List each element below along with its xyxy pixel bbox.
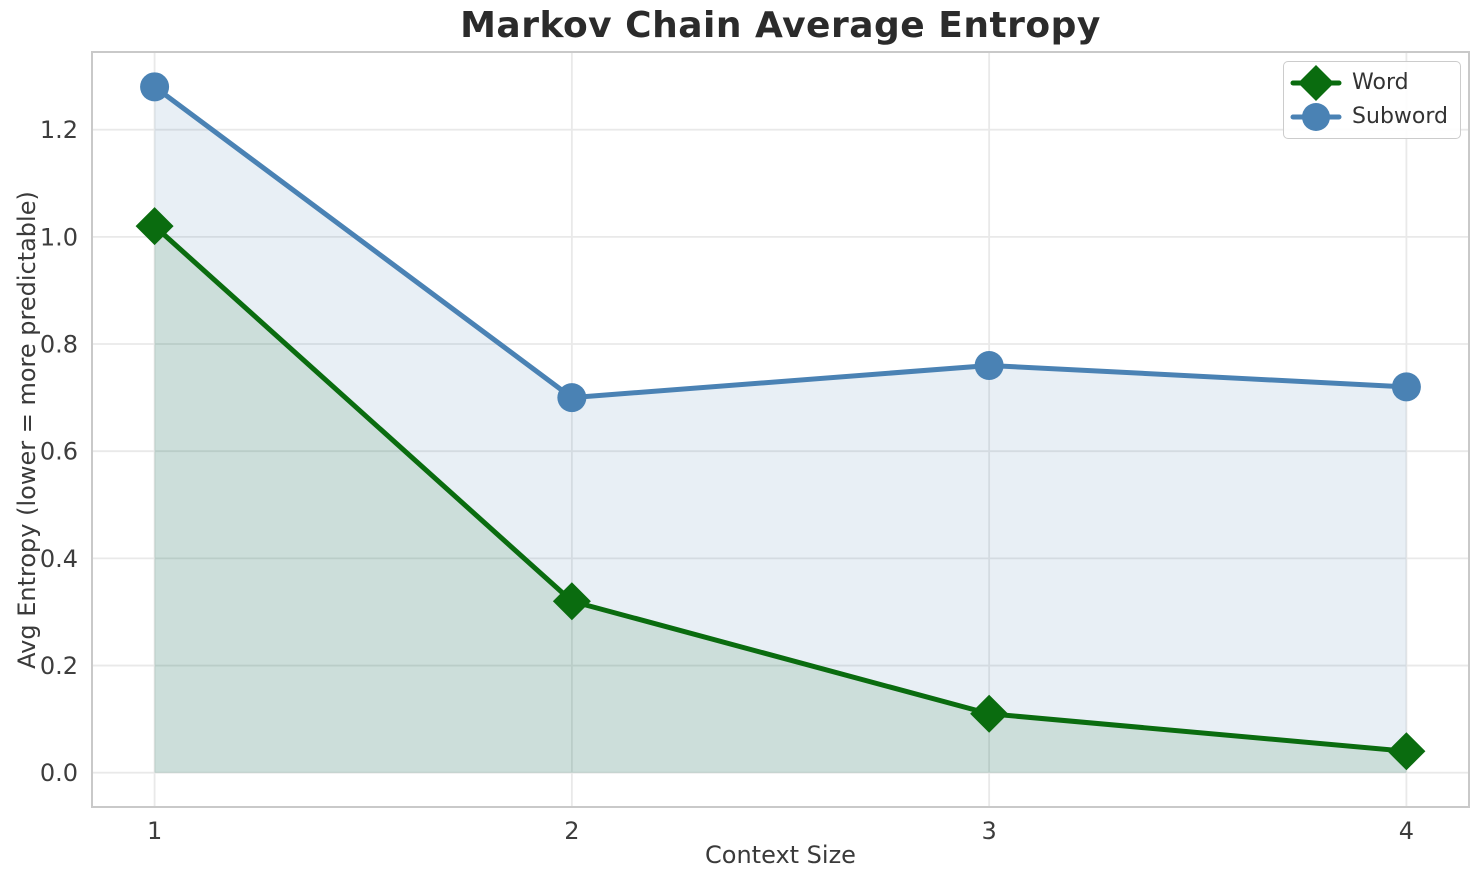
x-tick-label: 4	[1399, 817, 1414, 845]
y-tick-label: 0.0	[40, 759, 78, 787]
y-tick-label: 1.2	[40, 116, 78, 144]
chart-title: Markov Chain Average Entropy	[460, 4, 1101, 46]
circle-marker-subword	[557, 383, 587, 413]
x-tick-label: 2	[564, 817, 579, 845]
diamond-marker-word	[552, 582, 591, 621]
diamond-icon	[1290, 65, 1342, 101]
circle-marker-subword	[140, 72, 170, 102]
legend-label: Word	[1352, 70, 1409, 95]
x-axis-label: Context Size	[705, 841, 856, 869]
legend-item-word: Word	[1290, 65, 1448, 101]
legend-label: Subword	[1352, 104, 1448, 129]
diamond-marker-word	[1387, 732, 1426, 771]
y-axis-label: Avg Entropy (lower = more predictable)	[13, 191, 41, 669]
circle-icon	[1290, 103, 1342, 131]
y-tick-label: 1.0	[40, 223, 78, 251]
diamond-marker-word	[970, 694, 1009, 733]
area-fill-word	[154, 226, 1407, 773]
circle-marker-subword	[1391, 372, 1421, 402]
diamond-marker-word	[135, 207, 174, 246]
y-tick-label: 0.2	[40, 652, 78, 680]
y-tick-label: 0.6	[40, 438, 78, 466]
line-subword	[152, 84, 1409, 401]
circle-marker-subword	[974, 350, 1004, 380]
legend: Word Subword	[1283, 61, 1461, 139]
x-tick-label: 3	[981, 817, 996, 845]
area-fill-subword	[154, 86, 1407, 773]
x-tick-label: 1	[147, 817, 162, 845]
axes-border	[91, 51, 1470, 808]
y-tick-label: 0.8	[40, 330, 78, 358]
legend-item-subword: Subword	[1290, 101, 1448, 133]
y-tick-label: 0.4	[40, 545, 78, 573]
line-word	[152, 223, 1409, 754]
